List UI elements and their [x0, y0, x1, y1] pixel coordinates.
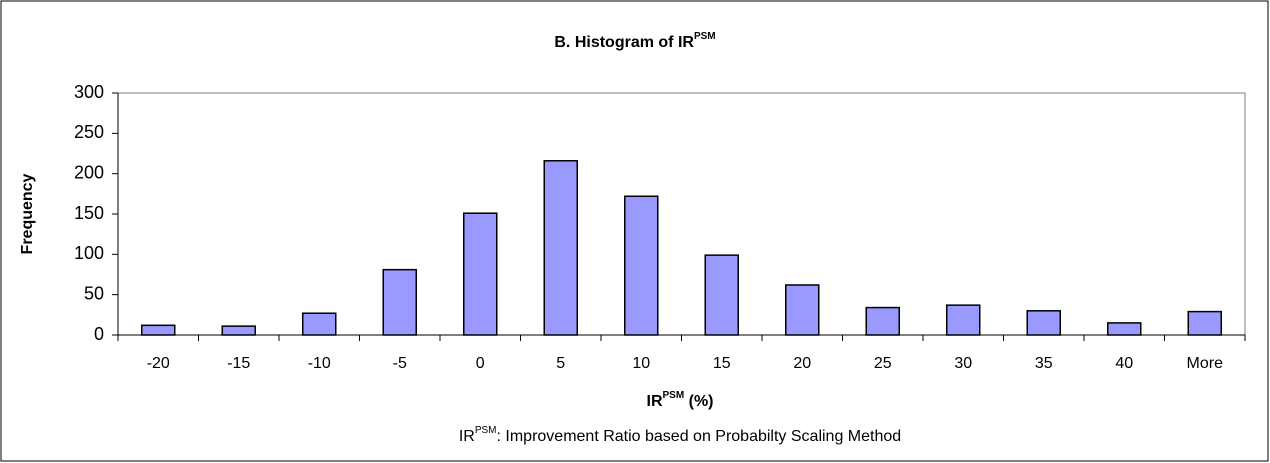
y-tick-label: 150: [74, 203, 104, 223]
x-tick-label: 0: [476, 355, 485, 372]
bar: [865, 306, 901, 336]
x-tick-label: -10: [308, 355, 331, 372]
bar: [140, 324, 176, 336]
x-label-text: IR: [647, 393, 663, 410]
x-tick-label: 40: [1115, 355, 1133, 372]
chart-title: B. Histogram of IRPSM: [554, 31, 715, 52]
title-sup: PSM: [694, 31, 716, 42]
bar: [784, 284, 820, 336]
x-tick-label: 20: [793, 355, 811, 372]
note: IRPSM: Improvement Ratio based on Probab…: [459, 425, 901, 446]
x-axis-label: IRPSM (%): [647, 390, 714, 411]
x-tick-label: More: [1187, 355, 1224, 372]
x-tick-label: -5: [393, 355, 407, 372]
bar: [1026, 310, 1062, 336]
bar: [382, 268, 418, 336]
bar: [462, 212, 498, 336]
y-tick-label: 100: [74, 243, 104, 263]
y-tick-label: 300: [74, 82, 104, 102]
x-tick-label: 10: [632, 355, 650, 372]
x-tick-label: 25: [874, 355, 892, 372]
y-tick-label: 0: [94, 324, 104, 344]
x-label-after: (%): [684, 393, 713, 410]
y-tick-label: 200: [74, 162, 104, 182]
bar: [221, 325, 257, 336]
bar: [301, 312, 337, 336]
bar: [543, 160, 579, 336]
x-tick-label: -20: [147, 355, 170, 372]
x-label-sup: PSM: [663, 390, 685, 401]
x-tick-label: -15: [227, 355, 250, 372]
bar: [623, 195, 659, 336]
y-axis-label: Frequency: [19, 173, 36, 254]
note-text: IR: [459, 428, 475, 445]
x-tick-label: 5: [556, 355, 565, 372]
x-tick-label: 30: [954, 355, 972, 372]
bar: [1187, 310, 1223, 336]
bar: [1106, 322, 1142, 336]
x-tick-label: 35: [1035, 355, 1053, 372]
title-text: B. Histogram of IR: [554, 34, 694, 51]
x-tick-label: 15: [713, 355, 731, 372]
note-after: : Improvement Ratio based on Probabilty …: [497, 428, 902, 445]
y-tick-label: 50: [84, 283, 104, 303]
note-sup: PSM: [475, 425, 497, 436]
bar: [945, 304, 981, 336]
y-tick-label: 250: [74, 122, 104, 142]
bar: [704, 254, 740, 336]
